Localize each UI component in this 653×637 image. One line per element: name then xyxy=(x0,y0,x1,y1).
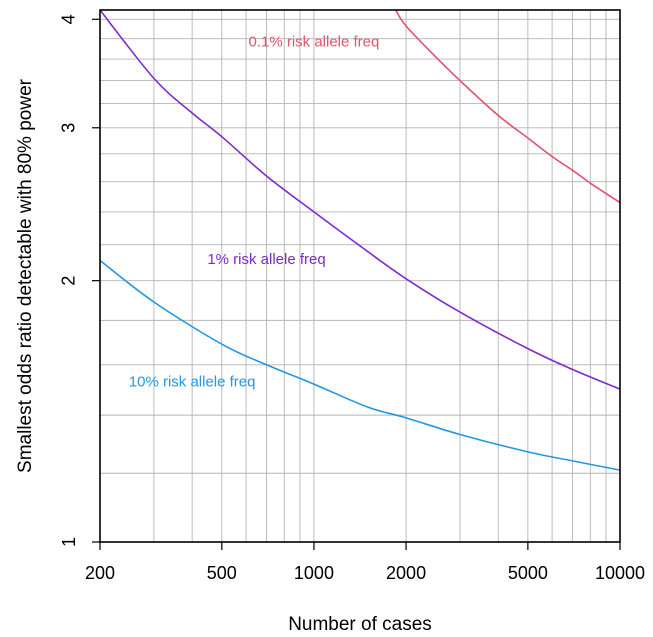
series-lines xyxy=(100,10,620,471)
x-tick-label: 200 xyxy=(85,563,115,583)
series-label-1: 1% risk allele freq xyxy=(207,251,325,268)
x-axis-title: Number of cases xyxy=(288,614,432,635)
series-line-2 xyxy=(100,259,620,471)
y-tick-label: 2 xyxy=(59,276,79,286)
x-tick-label: 10000 xyxy=(595,563,645,583)
x-tick-label: 1000 xyxy=(294,563,334,583)
x-tick-label: 2000 xyxy=(386,563,426,583)
y-axis-title: Smallest odds ratio detectable with 80% … xyxy=(15,78,36,473)
series-label-0: 0.1% risk allele freq xyxy=(248,34,379,51)
series-line-0 xyxy=(395,10,620,204)
y-tick-label: 3 xyxy=(59,123,79,133)
y-tick-label: 1 xyxy=(59,537,79,547)
y-axis: 1 2 3 4 xyxy=(59,14,100,547)
series-line-1 xyxy=(100,10,620,390)
x-tick-label: 500 xyxy=(207,563,237,583)
grid xyxy=(99,10,621,543)
x-axis: 200 500 1000 2000 5000 10000 xyxy=(85,542,645,583)
plot-frame xyxy=(99,9,621,543)
y-tick-label: 4 xyxy=(59,14,79,24)
series-label-2: 10% risk allele freq xyxy=(129,374,256,391)
series-labels: 0.1% risk allele freq 1% risk allele freq… xyxy=(129,34,380,391)
x-tick-label: 5000 xyxy=(508,563,548,583)
